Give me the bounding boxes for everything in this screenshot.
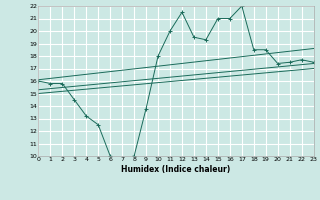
X-axis label: Humidex (Indice chaleur): Humidex (Indice chaleur) (121, 165, 231, 174)
